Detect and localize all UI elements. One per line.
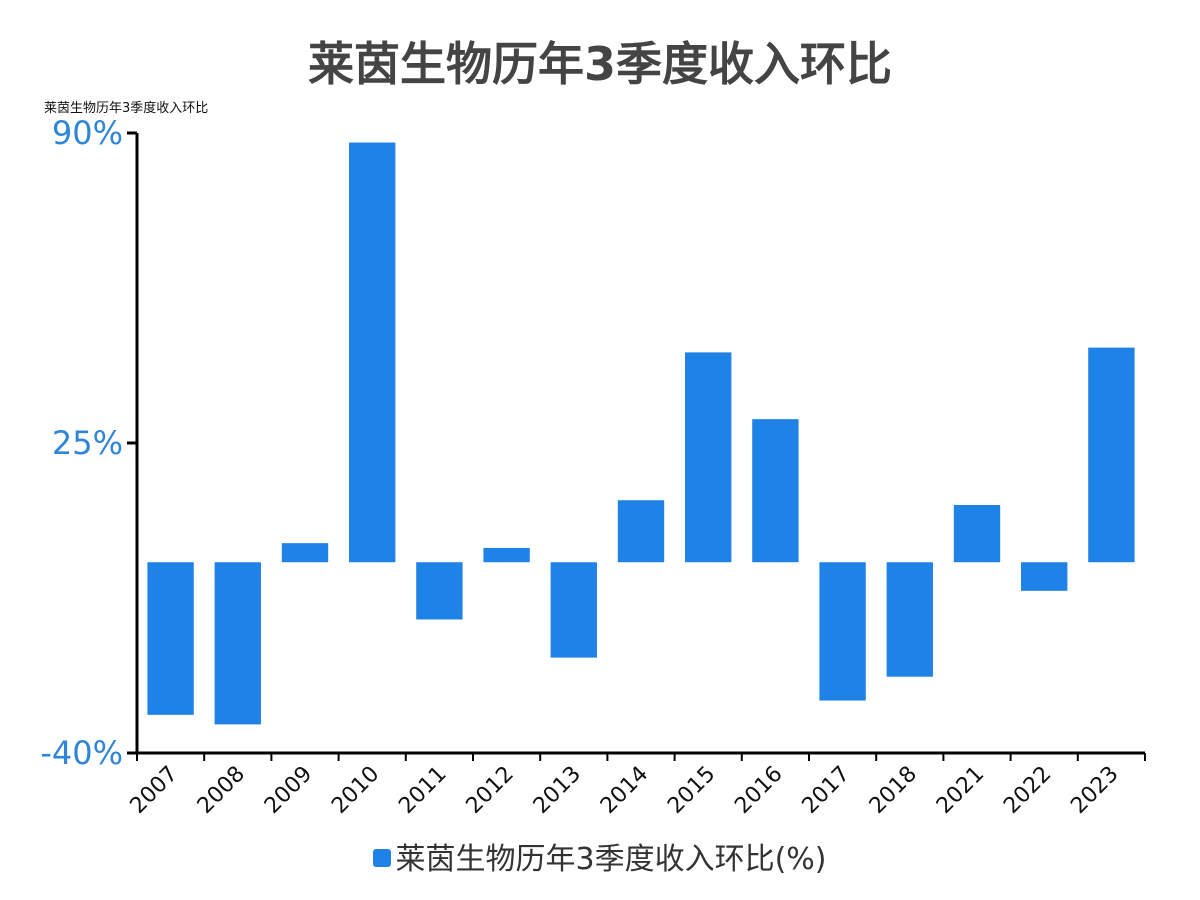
chart-title: 莱茵生物历年3季度收入环比 [307,37,892,91]
bar-2012 [483,547,530,563]
y-tick-label: 90% [52,114,123,152]
x-tick-label-2010: 2010 [327,762,384,819]
bar-2018 [886,562,933,677]
x-tick-label-2007: 2007 [126,762,183,819]
bar-2016 [752,419,799,563]
x-tick-label-2012: 2012 [462,762,519,819]
x-tick-label-2017: 2017 [798,762,855,819]
y-ticks-group: 90% 25% -40% [40,114,137,772]
bars-group [147,142,1135,725]
bar-2014 [617,500,665,563]
x-tick-label-2014: 2014 [596,762,653,819]
bar-2017 [819,562,866,701]
y-tick-label: -40% [40,734,123,772]
x-tick-label-2023: 2023 [1066,762,1123,819]
x-tick-label-2013: 2013 [529,762,586,819]
y-tick-label: 25% [52,424,123,462]
bar-2021 [953,505,1001,563]
x-tick-label-2011: 2011 [394,762,451,819]
legend-label: 莱茵生物历年3季度收入环比(%) [395,842,827,877]
legend: 莱茵生物历年3季度收入环比(%) [0,834,1200,878]
bar-2015 [685,352,732,563]
y-axis-label: 莱茵生物历年3季度收入环比 [44,101,209,116]
bar-2023 [1088,347,1135,563]
x-ticks-group: 2007 2008 2009 2010 2011 2012 2013 2014 2015 2016… [126,753,1146,819]
x-tick-label-2016: 2016 [730,762,787,819]
bar-2022 [1021,562,1068,591]
bar-2009 [281,543,329,563]
bar-2010 [349,142,396,563]
bar-2008 [214,562,261,725]
bar-2007 [147,562,194,715]
x-tick-label-2021: 2021 [932,762,989,819]
bar-2013 [550,562,597,658]
x-tick-label-2008: 2008 [193,762,250,819]
x-tick-label-2009: 2009 [260,762,317,819]
legend-swatch [373,849,392,867]
x-tick-label-2015: 2015 [663,762,720,819]
x-tick-label-2022: 2022 [999,762,1056,819]
x-tick-label-2018: 2018 [865,762,922,819]
bar-2011 [416,562,463,620]
